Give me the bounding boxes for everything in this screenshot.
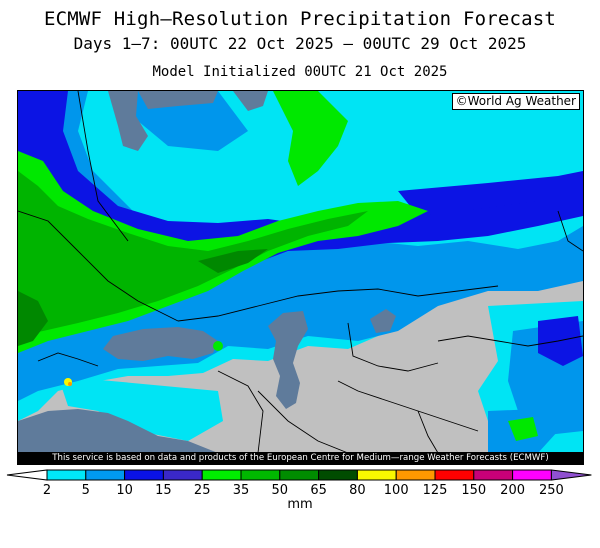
legend-tick-label: 35 [233, 483, 250, 496]
legend-color-cell [434, 469, 475, 481]
ecmwf-disclaimer: This service is based on data and produc… [17, 452, 584, 465]
legend-tick-label: 250 [539, 483, 564, 496]
legend-tick-label: 65 [310, 483, 327, 496]
copyright-badge: ©World Ag Weather [451, 93, 580, 110]
legend-tick-label: 150 [461, 483, 486, 496]
precip-10mm-ne [398, 171, 583, 216]
legend-tick-label: 200 [500, 483, 525, 496]
precip-15mm-se [508, 417, 538, 441]
legend-tick-label: 100 [384, 483, 409, 496]
caspian-sea [268, 311, 308, 409]
legend-tick-label: 80 [349, 483, 366, 496]
legend-color-cell [512, 469, 552, 481]
precip-10mm-east [538, 316, 583, 366]
legend-color-cell [240, 469, 281, 481]
legend-color-cell [46, 469, 87, 481]
baltic-sea [108, 91, 148, 151]
legend-tick-label: 5 [82, 483, 90, 496]
legend-color-cell [395, 469, 436, 481]
legend-tick-label: 25 [194, 483, 211, 496]
country-borders [18, 91, 583, 453]
precip-100mm-spot [68, 382, 72, 386]
legend-tick-label: 10 [116, 483, 133, 496]
precip-25mm-spot [213, 341, 223, 351]
legend-arrow-high [550, 469, 592, 481]
legend-tick-label: 15 [155, 483, 172, 496]
black-sea [103, 327, 218, 361]
precip-50mm-b [198, 249, 268, 273]
precip-2mm-south [58, 376, 223, 441]
legend-color-cell [85, 469, 126, 481]
mediterranean-sea [18, 409, 218, 453]
legend-arrow-low [6, 469, 48, 481]
legend-tick-label: 50 [272, 483, 289, 496]
legend-color-cell [356, 469, 397, 481]
legend-color-cell [473, 469, 514, 481]
forecast-period: Days 1–7: 00UTC 22 Oct 2025 — 00UTC 29 O… [73, 34, 527, 53]
precip-35mm [18, 171, 368, 336]
model-init-time: Model Initialized 00UTC 21 Oct 2025 [152, 64, 448, 80]
precip-50mm [18, 291, 48, 346]
legend-color-cell [201, 469, 242, 481]
legend-color-cell [318, 469, 358, 481]
legend-tick-label: 125 [423, 483, 448, 496]
legend-unit: mm [287, 497, 313, 512]
precipitation-map: ©World Ag Weather [17, 90, 584, 454]
legend-tick-label: 2 [43, 483, 51, 496]
aral-sea [370, 309, 396, 333]
white-sea [233, 91, 268, 111]
map-title: ECMWF High—Resolution Precipitation Fore… [43, 8, 557, 30]
legend-color-cell [124, 469, 164, 481]
precipitation-legend: 2 5 10 15 25 35 50 65 80 100 125 150 200 250 [6, 469, 592, 496]
legend-color-cell [162, 469, 203, 481]
gulf-of-finland [138, 91, 218, 109]
legend-color-cell [279, 469, 320, 481]
precip-15mm-north [273, 91, 348, 186]
